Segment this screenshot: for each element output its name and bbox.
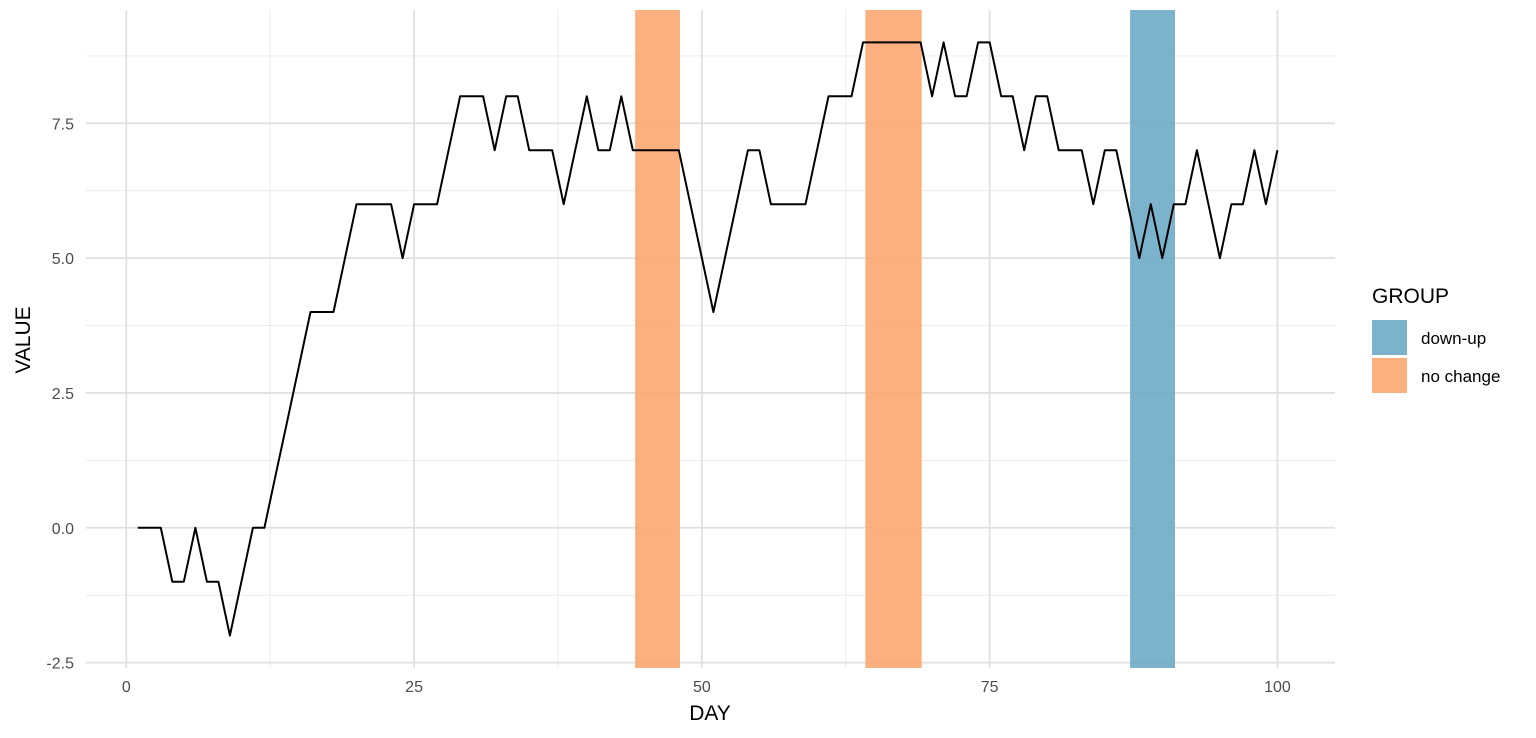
x-tick-label: 0 <box>122 679 131 696</box>
x-tick-label: 50 <box>693 679 711 696</box>
band-no-change <box>865 10 922 668</box>
data-series <box>137 41 1279 637</box>
legend-title: GROUP <box>1372 285 1449 308</box>
band-down-up <box>1130 10 1175 668</box>
y-tick-label: 5.0 <box>52 251 74 268</box>
y-tick-label: 7.5 <box>52 116 74 133</box>
x-axis-title: DAY <box>689 702 731 725</box>
legend-label-down-up: down-up <box>1421 329 1486 348</box>
x-tick-labels: 0 25 50 75 100 <box>122 679 1291 696</box>
y-tick-label: 0.0 <box>52 521 74 538</box>
x-tick-label: 100 <box>1264 679 1291 696</box>
x-tick-label: 75 <box>981 679 999 696</box>
legend-swatch-no-change <box>1372 358 1407 393</box>
series-line <box>137 41 1279 637</box>
group-bands <box>635 10 1175 668</box>
legend-swatch-down-up <box>1372 320 1407 355</box>
major-gridlines <box>86 10 1335 668</box>
y-tick-label: -2.5 <box>46 656 74 673</box>
y-tick-labels: -2.5 0.0 2.5 5.0 7.5 <box>46 116 74 672</box>
x-tick-label: 25 <box>405 679 423 696</box>
y-axis-title: VALUE <box>12 306 35 373</box>
band-no-change <box>635 10 680 668</box>
y-tick-label: 2.5 <box>52 386 74 403</box>
legend-label-no-change: no change <box>1421 367 1500 386</box>
minor-gridlines <box>86 10 1335 668</box>
legend: GROUP down-up no change <box>1372 285 1500 393</box>
